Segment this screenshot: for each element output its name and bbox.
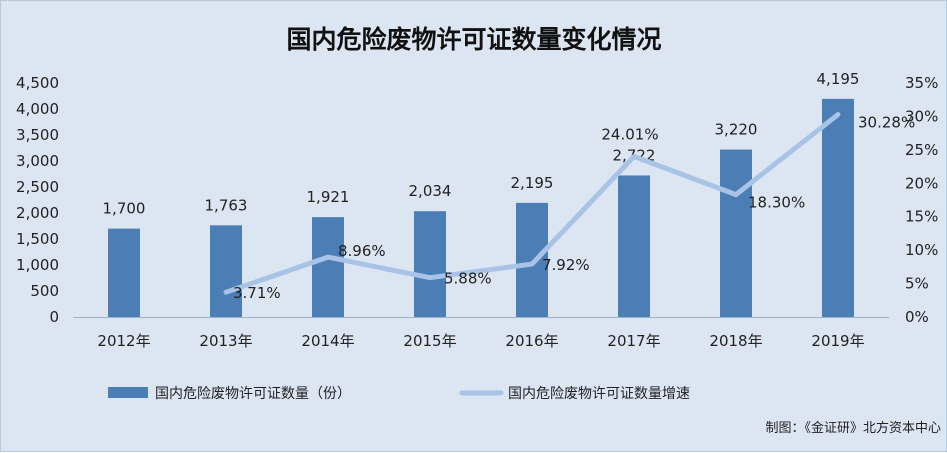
legend-bar-swatch [108, 387, 148, 398]
y-right-tick-label: 10% [905, 241, 938, 259]
y-right-tick-label: 5% [905, 275, 929, 293]
legend-line-label: 国内危险废物许可证数量增速 [508, 386, 690, 402]
x-tick-label: 2019年 [811, 332, 864, 350]
chart-title: 国内危险废物许可证数量变化情况 [286, 25, 661, 54]
bar [414, 211, 446, 317]
x-tick-label: 2013年 [199, 332, 252, 350]
y-right-tick-label: 30% [905, 107, 938, 125]
bar-value-label: 1,921 [307, 188, 350, 206]
x-tick-label: 2018年 [709, 332, 762, 350]
line-value-label: 5.88% [444, 270, 492, 288]
bar [822, 98, 854, 317]
x-tick-label: 2016年 [505, 332, 558, 350]
line-value-label: 24.01% [601, 125, 658, 143]
x-tick-label: 2014年 [301, 332, 354, 350]
bar-value-label: 1,763 [205, 196, 248, 214]
bar-value-label: 4,195 [817, 70, 860, 88]
line-value-label: 8.96% [338, 242, 386, 260]
y-left-tick-label: 1,000 [16, 256, 59, 274]
x-tick-label: 2015年 [403, 332, 456, 350]
line-value-label: 30.28% [858, 114, 915, 132]
line-value-label: 7.92% [542, 256, 590, 274]
y-left-tick-label: 1,500 [16, 230, 59, 248]
source-credit: 制图：《金证研》北方资本中心 [765, 420, 941, 436]
bar [312, 217, 344, 317]
y-left-tick-label: 2,000 [16, 204, 59, 222]
y-right-tick-label: 15% [905, 208, 938, 226]
y-left-tick-label: 3,500 [16, 126, 59, 144]
x-tick-label: 2017年 [607, 332, 660, 350]
line-value-label: 18.30% [748, 194, 805, 212]
y-right-tick-label: 25% [905, 141, 938, 159]
y-right-tick-label: 35% [905, 74, 938, 92]
x-tick-label: 2012年 [97, 332, 150, 350]
y-right-tick-label: 20% [905, 174, 938, 192]
bar-value-label: 2,195 [511, 174, 554, 192]
y-left-tick-label: 4,000 [16, 100, 59, 118]
bar-value-label: 3,220 [715, 121, 758, 139]
bar [516, 202, 548, 317]
y-left-tick-label: 0 [49, 308, 59, 326]
legend-bar-label: 国内危险废物许可证数量（份） [155, 386, 351, 402]
bar [720, 149, 752, 317]
bar [210, 225, 242, 317]
y-left-tick-label: 500 [30, 282, 59, 300]
y-left-tick-label: 2,500 [16, 178, 59, 196]
y-right-tick-label: 0% [905, 308, 929, 326]
bar-value-label: 2,034 [409, 182, 452, 200]
y-left-tick-label: 3,000 [16, 152, 59, 170]
bar [108, 228, 140, 317]
line-value-label: 3.71% [233, 284, 281, 302]
bar [618, 175, 650, 317]
y-left-tick-label: 4,500 [16, 74, 59, 92]
bar-value-label: 1,700 [103, 200, 146, 218]
growth-line [223, 112, 841, 295]
